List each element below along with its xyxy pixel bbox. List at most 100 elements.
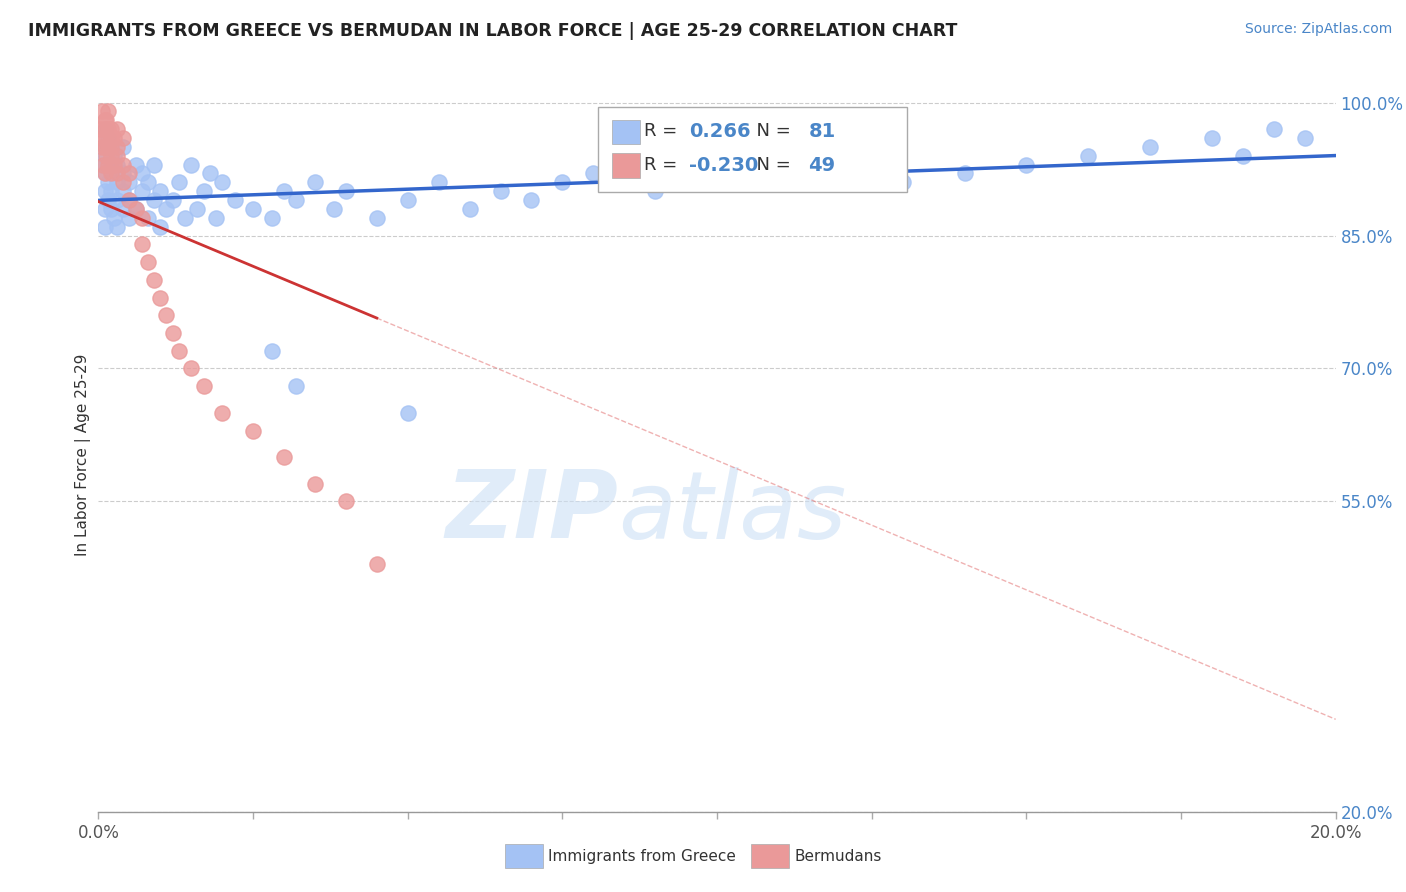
Point	[93, 166, 115, 180]
Point	[136, 211, 159, 225]
Point	[1263, 122, 1285, 136]
Point	[124, 158, 146, 172]
Point	[1232, 149, 1254, 163]
Point	[97, 175, 120, 189]
Point	[100, 166, 122, 180]
Text: Immigrants from Greece: Immigrants from Greece	[548, 849, 737, 863]
Point	[706, 175, 728, 189]
Point	[149, 219, 172, 234]
Point	[143, 193, 166, 207]
Point	[105, 175, 128, 189]
Point	[94, 149, 117, 163]
Point	[167, 175, 190, 189]
Point	[136, 175, 159, 189]
Point	[100, 166, 122, 180]
Point	[112, 131, 135, 145]
Point	[103, 131, 125, 145]
Point	[118, 193, 141, 207]
Point	[100, 122, 122, 136]
Text: N =: N =	[745, 156, 797, 174]
Point	[322, 202, 344, 216]
Point	[396, 193, 419, 207]
Point	[304, 175, 326, 189]
Point	[644, 184, 666, 198]
Point	[105, 122, 128, 136]
Point	[304, 476, 326, 491]
Point	[1294, 131, 1316, 145]
Point	[97, 122, 120, 136]
Point	[489, 184, 512, 198]
Point	[97, 193, 120, 207]
Point	[93, 140, 115, 154]
Point	[93, 158, 115, 172]
Point	[174, 211, 197, 225]
Point	[131, 184, 153, 198]
Y-axis label: In Labor Force | Age 25-29: In Labor Force | Age 25-29	[76, 354, 91, 556]
Point	[211, 175, 233, 189]
Point	[90, 158, 112, 172]
Text: 0.266: 0.266	[689, 121, 751, 141]
Point	[224, 193, 246, 207]
Point	[105, 140, 128, 154]
Point	[131, 211, 153, 225]
Point	[124, 202, 146, 216]
Text: -0.230: -0.230	[689, 155, 758, 175]
Point	[242, 424, 264, 438]
Point	[100, 202, 122, 216]
Point	[953, 166, 976, 180]
Point	[180, 158, 202, 172]
Point	[458, 202, 481, 216]
Point	[96, 113, 118, 128]
Point	[167, 343, 190, 358]
Point	[162, 193, 184, 207]
Point	[205, 211, 228, 225]
Point	[97, 158, 120, 172]
Point	[93, 122, 115, 136]
Point	[112, 166, 135, 180]
Point	[582, 166, 605, 180]
Point	[193, 379, 215, 393]
Point	[112, 175, 135, 189]
Point	[112, 158, 135, 172]
Point	[149, 184, 172, 198]
Point	[94, 131, 117, 145]
Point	[93, 149, 115, 163]
Point	[242, 202, 264, 216]
Point	[1139, 140, 1161, 154]
Point	[149, 291, 172, 305]
Point	[193, 184, 215, 198]
Point	[89, 122, 111, 136]
Point	[211, 406, 233, 420]
Point	[112, 140, 135, 154]
Text: Source: ZipAtlas.com: Source: ZipAtlas.com	[1244, 22, 1392, 37]
Point	[273, 184, 295, 198]
Point	[396, 406, 419, 420]
Point	[198, 166, 221, 180]
Point	[118, 211, 141, 225]
Point	[186, 202, 208, 216]
Point	[136, 255, 159, 269]
Point	[103, 158, 125, 172]
Point	[100, 140, 122, 154]
Point	[100, 149, 122, 163]
Point	[143, 158, 166, 172]
Point	[366, 557, 388, 571]
Point	[155, 308, 177, 322]
Point	[93, 113, 115, 128]
Point	[131, 237, 153, 252]
Point	[97, 140, 120, 154]
Point	[105, 193, 128, 207]
Point	[551, 175, 574, 189]
Text: R =: R =	[644, 122, 683, 140]
Point	[830, 158, 852, 172]
Text: IMMIGRANTS FROM GREECE VS BERMUDAN IN LABOR FORCE | AGE 25-29 CORRELATION CHART: IMMIGRANTS FROM GREECE VS BERMUDAN IN LA…	[28, 22, 957, 40]
Point	[100, 158, 122, 172]
Point	[90, 140, 112, 154]
Point	[100, 131, 122, 145]
Point	[103, 149, 125, 163]
Point	[100, 140, 122, 154]
Point	[118, 166, 141, 180]
Point	[427, 175, 450, 189]
Point	[180, 361, 202, 376]
Point	[124, 202, 146, 216]
